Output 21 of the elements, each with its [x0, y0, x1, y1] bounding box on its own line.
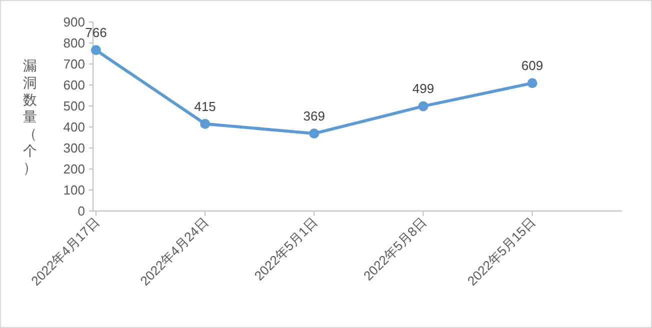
- y-tick-label: 900: [63, 14, 85, 30]
- y-tick-label: 400: [63, 120, 85, 134]
- y-tick-label: 300: [63, 140, 85, 156]
- y-tick-label: 800: [63, 36, 85, 50]
- point: [309, 128, 320, 139]
- y-tick-label: 700: [63, 56, 85, 72]
- data-label: 609: [521, 58, 544, 74]
- y-axis-title: 漏洞数量（个）: [23, 58, 37, 176]
- y-tick-label: 500: [63, 98, 85, 114]
- point: [200, 118, 210, 129]
- data-label: 415: [194, 98, 216, 114]
- data-label: 369: [303, 108, 325, 124]
- data-label: 499: [412, 81, 434, 96]
- point: [91, 45, 101, 56]
- y-tick-label: 0: [78, 204, 85, 218]
- data-label: 766: [85, 25, 107, 40]
- y-tick-label: 600: [63, 78, 85, 92]
- point: [527, 78, 538, 88]
- y-tick-label: 200: [63, 162, 85, 176]
- y-tick-label: 100: [63, 182, 85, 198]
- point: [418, 101, 428, 112]
